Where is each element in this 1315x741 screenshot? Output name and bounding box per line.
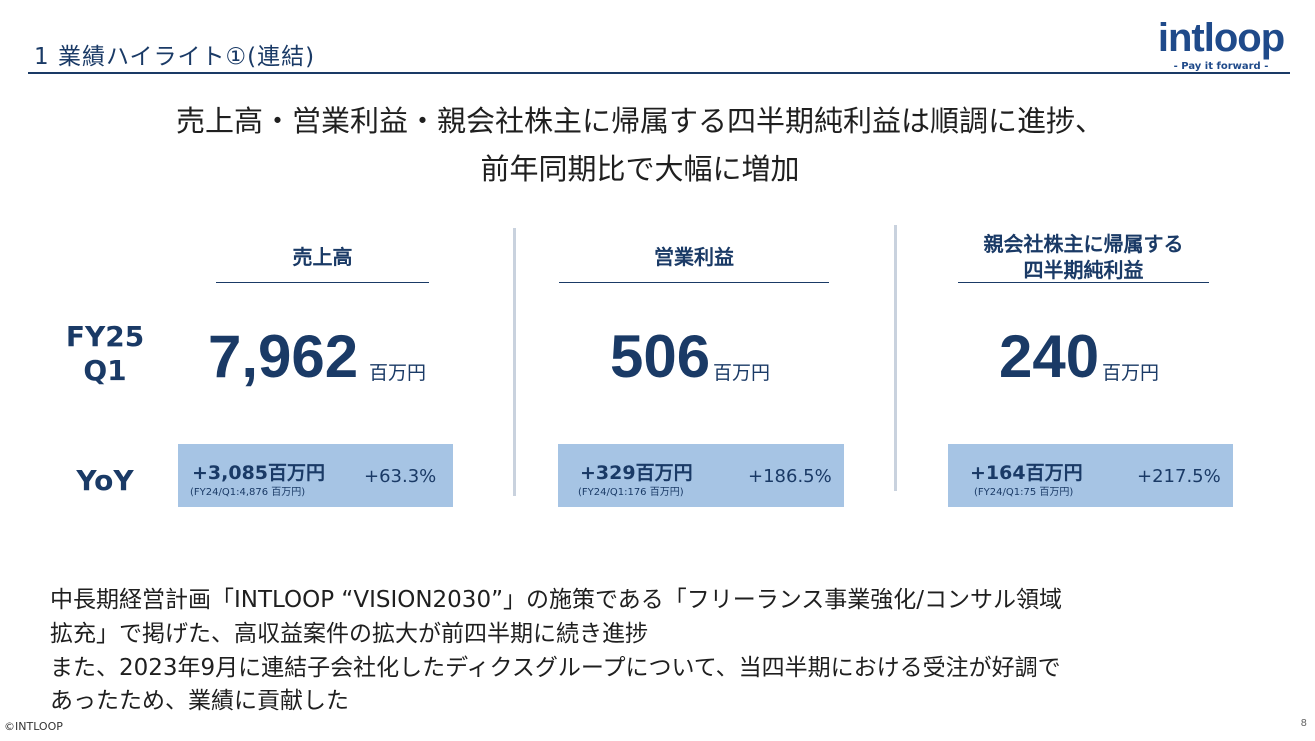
body-text-line: あったため、業績に貢献した (50, 688, 349, 714)
yoy-label: YoY (76, 464, 134, 497)
metric-heading-line: 親会社株主に帰属する (983, 232, 1184, 256)
metric-heading-rule (958, 282, 1209, 283)
metric-heading-sales: 売上高 (216, 244, 429, 270)
period-label-quarter: Q1 (83, 354, 127, 387)
operating-profit-yoy-amount: +329百万円 (580, 462, 693, 484)
operating-profit-unit: 百万円 (713, 362, 771, 384)
column-divider (894, 225, 897, 491)
intloop-logo: intloop - Pay it forward - (1151, 16, 1291, 74)
sales-yoy-pct: +63.3% (364, 466, 437, 487)
operating-profit-yoy-box: +329百万円 (FY24/Q1:176 百万円) +186.5% (558, 444, 844, 507)
operating-profit-yoy-pct: +186.5% (748, 466, 832, 487)
logo-wordmark: intloop (1157, 16, 1285, 60)
sales-yoy-prev: (FY24/Q1:4,876 百万円) (190, 487, 306, 498)
net-profit-yoy-amount: +164百万円 (970, 462, 1083, 484)
sales-value: 7,962 (208, 323, 359, 390)
body-text-line: また、2023年9月に連結子会社化したディクスグループについて、当四半期における… (50, 655, 1061, 681)
column-divider (513, 228, 516, 496)
net-profit-yoy-box: +164百万円 (FY24/Q1:75 百万円) +217.5% (948, 444, 1233, 507)
header-rule (28, 72, 1290, 74)
section-title: 1 業績ハイライト①(連結) (34, 44, 316, 70)
metric-heading-net-profit: 親会社株主に帰属する 四半期純利益 (958, 231, 1209, 283)
sales-yoy-amount: +3,085百万円 (192, 462, 326, 484)
operating-profit-value: 506 (610, 323, 711, 390)
copyright: ©INTLOOP (4, 720, 63, 733)
metric-heading-line: 売上高 (292, 245, 353, 269)
headline-line-2: 前年同期比で大幅に増加 (480, 152, 800, 186)
metric-heading-operating-profit: 営業利益 (559, 244, 829, 270)
net-profit-unit: 百万円 (1102, 362, 1160, 384)
headline-line-1: 売上高・営業利益・親会社株主に帰属する四半期純利益は順調に進捗、 (175, 104, 1104, 138)
page-number: 8 (1300, 718, 1307, 729)
body-text-line: 拡充」で掲げた、高収益案件の拡大が前四半期に続き進捗 (50, 621, 648, 647)
metric-heading-line: 四半期純利益 (1023, 258, 1144, 282)
net-profit-yoy-pct: +217.5% (1137, 466, 1221, 487)
sales-unit: 百万円 (369, 362, 427, 384)
body-text-line: 中長期経営計画「INTLOOP “VISION2030”」の施策である「フリーラ… (50, 587, 1063, 613)
period-label: FY25 Q1 (50, 320, 160, 388)
metric-heading-line: 営業利益 (654, 245, 734, 269)
sales-yoy-box: +3,085百万円 (FY24/Q1:4,876 百万円) +63.3% (178, 444, 453, 507)
net-profit-value: 240 (999, 323, 1100, 390)
logo-tagline: - Pay it forward - (1173, 61, 1269, 72)
metric-heading-rule (559, 282, 829, 283)
metric-heading-rule (216, 282, 429, 283)
operating-profit-yoy-prev: (FY24/Q1:176 百万円) (578, 487, 684, 498)
net-profit-yoy-prev: (FY24/Q1:75 百万円) (974, 487, 1074, 498)
period-label-fy: FY25 (65, 320, 145, 353)
